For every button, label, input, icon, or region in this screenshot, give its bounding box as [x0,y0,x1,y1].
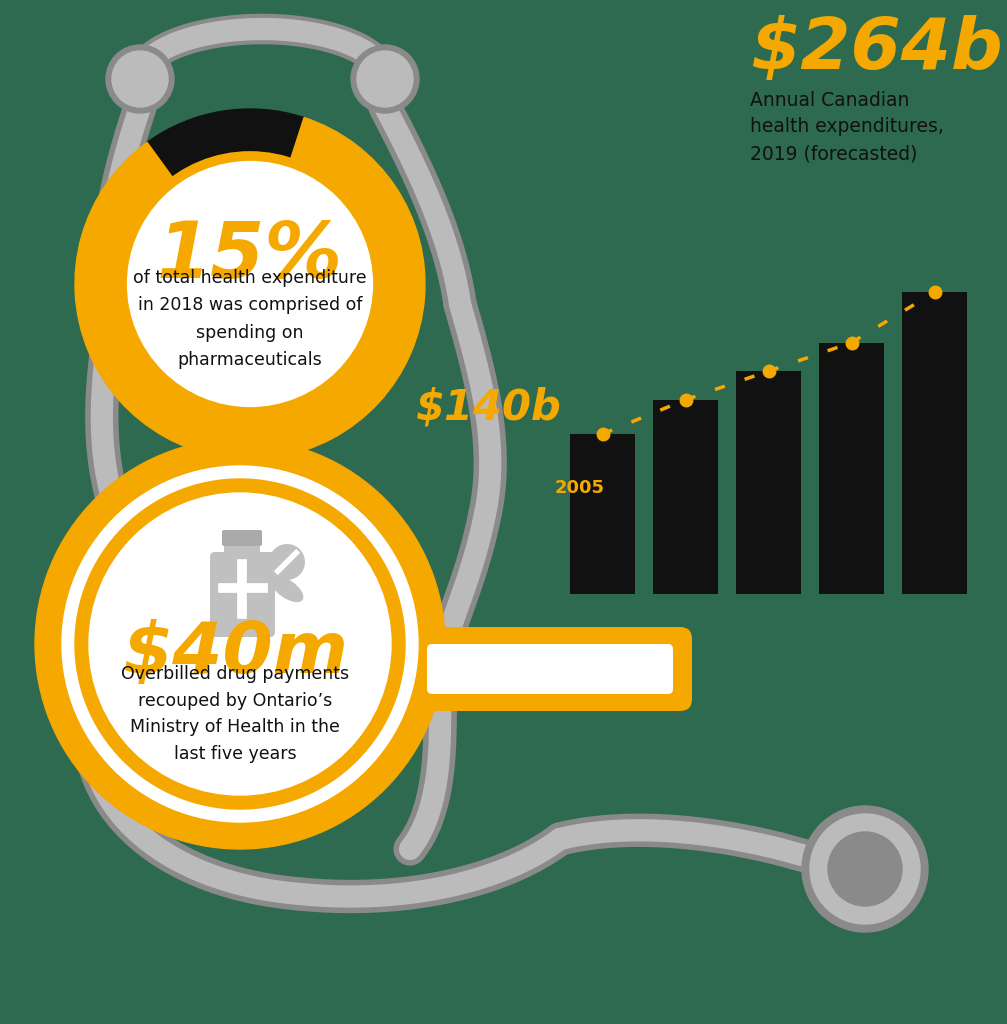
Bar [570,434,635,594]
Text: $264b: $264b [750,15,1003,84]
Circle shape [75,479,405,809]
Bar [902,292,967,594]
Bar [736,371,801,594]
Circle shape [106,45,174,113]
Text: $40m: $40m [122,620,348,688]
Circle shape [269,544,305,580]
FancyBboxPatch shape [224,538,260,560]
FancyBboxPatch shape [427,644,673,694]
Text: Overbilled drug payments
recouped by Ontario’s
Ministry of Health in the
last fi: Overbilled drug payments recouped by Ont… [121,666,349,763]
Wedge shape [75,118,425,459]
Text: 15%: 15% [157,218,343,294]
Wedge shape [147,109,304,284]
Circle shape [35,439,445,849]
Text: 2005: 2005 [555,479,605,497]
Circle shape [828,831,902,906]
Circle shape [351,45,419,113]
Text: Annual Canadian
health expenditures,
2019 (forecasted): Annual Canadian health expenditures, 201… [750,91,944,163]
Ellipse shape [271,575,303,602]
Bar [653,399,718,594]
Circle shape [62,466,418,822]
FancyBboxPatch shape [408,627,692,711]
Circle shape [112,51,168,106]
FancyBboxPatch shape [222,530,262,546]
Circle shape [122,156,378,412]
Circle shape [357,51,413,106]
Circle shape [802,806,928,932]
Circle shape [810,814,920,924]
Text: of total health expenditure
in 2018 was comprised of
spending on
pharmaceuticals: of total health expenditure in 2018 was … [133,269,367,369]
Text: $140b: $140b [416,387,562,429]
Bar [819,343,884,594]
FancyBboxPatch shape [210,552,275,637]
Circle shape [89,493,391,795]
